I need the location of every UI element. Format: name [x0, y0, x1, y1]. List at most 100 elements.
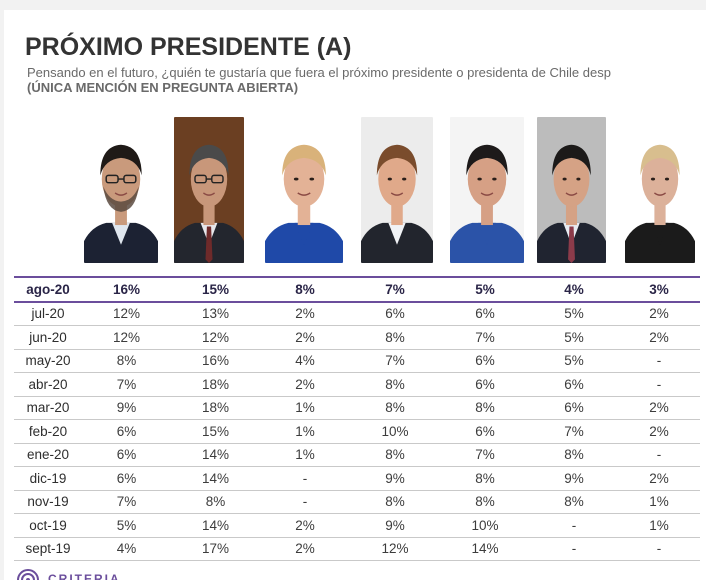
- row-date-label: nov-19: [14, 490, 82, 514]
- cell-value: 14%: [440, 537, 530, 561]
- cell-value: 8%: [350, 443, 440, 467]
- table-row: mar-20 9% 18% 1% 8% 8% 6% 2%: [14, 396, 700, 420]
- cell-value: 2%: [618, 419, 700, 444]
- candidate-photo: [174, 117, 244, 263]
- cell-value: 8%: [440, 466, 530, 491]
- cell-value: 6%: [530, 396, 618, 420]
- cell-value: 10%: [440, 513, 530, 538]
- cell-value: -: [618, 372, 700, 397]
- cell-value: 12%: [82, 325, 171, 350]
- cell-value: -: [530, 513, 618, 538]
- cell-value: 12%: [82, 301, 171, 326]
- cell-value: 1%: [260, 419, 350, 444]
- cell-value: 1%: [260, 396, 350, 420]
- cell-value: 7%: [350, 276, 440, 303]
- cell-value: 4%: [260, 349, 350, 373]
- row-date-label: oct-19: [14, 513, 82, 538]
- table-row: abr-20 7% 18% 2% 8% 6% 6% -: [14, 372, 700, 397]
- cell-value: 9%: [350, 513, 440, 538]
- cell-value: 7%: [440, 443, 530, 467]
- cell-value: 2%: [618, 466, 700, 491]
- cell-value: 14%: [171, 466, 260, 491]
- table-row: nov-19 7% 8% -8% 8% 8% 1%: [14, 490, 700, 514]
- table-row: may-20 8% 16% 4% 7% 6% 5% -: [14, 349, 700, 373]
- table-row: jun-20 12% 12% 2% 8% 7% 5% 2%: [14, 325, 700, 350]
- results-table: ago-20 16% 15% 8% 7% 5% 4% 3% jul-20 12% 13% 2% 6% 6%…: [14, 276, 700, 561]
- question-text: Pensando en el futuro, ¿quién te gustarí…: [27, 65, 611, 80]
- criteria-logo-icon: [17, 569, 39, 580]
- cell-value: 13%: [171, 301, 260, 326]
- cell-value: 8%: [530, 490, 618, 514]
- cell-value: 14%: [171, 443, 260, 467]
- cell-value: 8%: [171, 490, 260, 514]
- cell-value: 6%: [82, 443, 171, 467]
- cell-value: 5%: [82, 513, 171, 538]
- cell-value: 6%: [440, 349, 530, 373]
- candidate-photo: [537, 117, 606, 263]
- cell-value: 17%: [171, 537, 260, 561]
- candidate-photo: [361, 117, 433, 263]
- candidate-photo: [625, 117, 695, 263]
- cell-value: -: [618, 443, 700, 467]
- cell-value: 2%: [260, 537, 350, 561]
- cell-value: 5%: [530, 349, 618, 373]
- cell-value: 8%: [350, 396, 440, 420]
- cell-value: 16%: [82, 276, 171, 303]
- cell-value: 8%: [350, 372, 440, 397]
- cell-value: 1%: [260, 443, 350, 467]
- row-date-label: feb-20: [14, 419, 82, 444]
- candidate-photo: [265, 117, 343, 263]
- row-date-label: may-20: [14, 349, 82, 373]
- cell-value: 5%: [530, 325, 618, 350]
- cell-value: 6%: [82, 419, 171, 444]
- cell-value: 14%: [171, 513, 260, 538]
- cell-value: -: [260, 466, 350, 491]
- cell-value: 10%: [350, 419, 440, 444]
- cell-value: 2%: [618, 325, 700, 350]
- question-note: (ÚNICA MENCIÓN EN PREGUNTA ABIERTA): [27, 80, 299, 95]
- cell-value: 12%: [350, 537, 440, 561]
- cell-value: 5%: [530, 301, 618, 326]
- row-date-label: ene-20: [14, 443, 82, 467]
- cell-value: 15%: [171, 276, 260, 303]
- cell-value: 2%: [260, 513, 350, 538]
- cell-value: 8%: [440, 396, 530, 420]
- table-row: feb-20 6% 15% 1% 10% 6% 7% 2%: [14, 419, 700, 444]
- cell-value: 9%: [82, 396, 171, 420]
- cell-value: 2%: [260, 372, 350, 397]
- cell-value: 2%: [260, 301, 350, 326]
- cell-value: 6%: [440, 301, 530, 326]
- page-title: PRÓXIMO PRESIDENTE (A): [25, 33, 352, 61]
- row-date-label: mar-20: [14, 396, 82, 420]
- cell-value: 6%: [350, 301, 440, 326]
- brand-name: CRITERIA: [48, 572, 121, 580]
- cell-value: 7%: [82, 490, 171, 514]
- row-date-label: ago-20: [14, 276, 82, 303]
- cell-value: -: [618, 537, 700, 561]
- candidate-photo: [84, 117, 158, 263]
- cell-value: 8%: [530, 443, 618, 467]
- cell-value: 18%: [171, 372, 260, 397]
- cell-value: 18%: [171, 396, 260, 420]
- cell-value: 8%: [350, 325, 440, 350]
- cell-value: 3%: [618, 276, 700, 303]
- cell-value: 7%: [82, 372, 171, 397]
- cell-value: 2%: [260, 325, 350, 350]
- cell-value: 2%: [618, 301, 700, 326]
- table-row: ene-20 6% 14% 1% 8% 7% 8% -: [14, 443, 700, 467]
- row-date-label: jul-20: [14, 301, 82, 326]
- row-date-label: jun-20: [14, 325, 82, 350]
- cell-value: 4%: [530, 276, 618, 303]
- poll-slide: PRÓXIMO PRESIDENTE (A) Pensando en el fu…: [4, 10, 706, 580]
- cell-value: 1%: [618, 513, 700, 538]
- cell-value: 9%: [350, 466, 440, 491]
- cell-value: 8%: [440, 490, 530, 514]
- row-date-label: sept-19: [14, 537, 82, 561]
- cell-value: 5%: [440, 276, 530, 303]
- row-date-label: dic-19: [14, 466, 82, 491]
- cell-value: 6%: [82, 466, 171, 491]
- cell-value: 7%: [440, 325, 530, 350]
- cell-value: -: [530, 537, 618, 561]
- table-row: oct-19 5% 14% 2% 9% 10% -1%: [14, 513, 700, 538]
- table-row: ago-20 16% 15% 8% 7% 5% 4% 3%: [14, 276, 700, 303]
